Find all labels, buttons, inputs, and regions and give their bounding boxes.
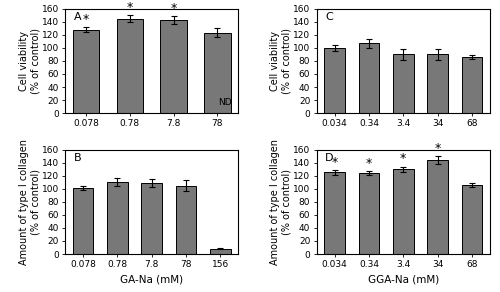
Text: *: * xyxy=(366,157,372,170)
X-axis label: GA-Na (mM): GA-Na (mM) xyxy=(120,275,184,285)
Bar xyxy=(462,57,482,113)
Bar xyxy=(428,54,448,113)
Bar xyxy=(73,188,94,254)
Text: *: * xyxy=(400,152,406,165)
Bar xyxy=(428,160,448,254)
Bar xyxy=(176,185,197,254)
Bar xyxy=(462,185,482,254)
Y-axis label: Cell viability
(% of control): Cell viability (% of control) xyxy=(18,28,40,94)
Bar xyxy=(393,54,413,113)
Bar xyxy=(160,20,187,113)
Text: ND: ND xyxy=(218,98,232,107)
Y-axis label: Amount of type I collagen
(% of control): Amount of type I collagen (% of control) xyxy=(18,139,40,265)
X-axis label: GGA-Na (mM): GGA-Na (mM) xyxy=(368,275,439,285)
Text: *: * xyxy=(332,156,338,168)
Bar xyxy=(358,173,380,254)
Text: *: * xyxy=(170,2,177,15)
Bar xyxy=(358,43,380,113)
Text: B: B xyxy=(74,153,82,163)
Bar xyxy=(204,33,231,113)
Bar xyxy=(142,183,162,254)
Text: *: * xyxy=(434,142,440,155)
Text: *: * xyxy=(126,1,133,14)
Text: *: * xyxy=(83,13,89,26)
Y-axis label: Cell viability
(% of control): Cell viability (% of control) xyxy=(270,28,291,94)
Bar xyxy=(324,173,345,254)
Text: C: C xyxy=(325,12,333,22)
Bar xyxy=(116,19,143,113)
Bar xyxy=(324,48,345,113)
Bar xyxy=(210,249,231,254)
Text: A: A xyxy=(74,12,82,22)
Bar xyxy=(393,169,413,254)
Y-axis label: Amount of type I collagen
(% of control): Amount of type I collagen (% of control) xyxy=(270,139,291,265)
Bar xyxy=(107,182,128,254)
Bar xyxy=(73,29,99,113)
Text: D: D xyxy=(325,153,334,163)
